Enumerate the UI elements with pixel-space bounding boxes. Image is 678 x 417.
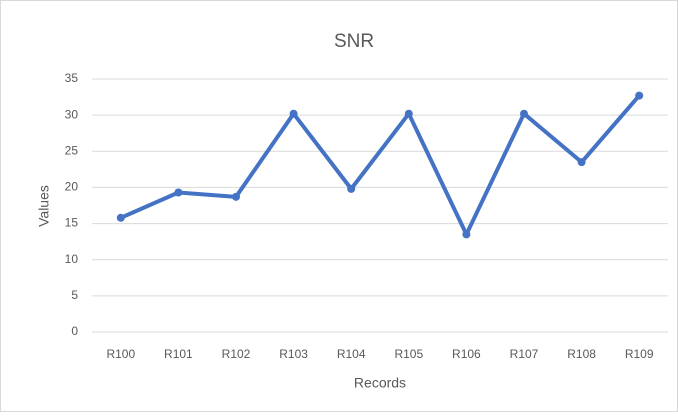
data-point <box>232 192 240 201</box>
x-tick-label: R105 <box>394 347 423 361</box>
x-tick-label: R103 <box>279 347 308 361</box>
data-point <box>116 213 125 222</box>
x-tick-label: R101 <box>164 347 193 361</box>
data-point <box>174 188 183 197</box>
y-axis-label: Values <box>36 185 52 227</box>
y-tick-label: 20 <box>65 180 79 194</box>
data-point <box>635 91 644 100</box>
y-tick-label: 15 <box>65 216 79 230</box>
x-axis-label: Records <box>354 375 406 391</box>
data-point <box>520 109 528 118</box>
data-point <box>347 184 356 193</box>
x-tick-label: R104 <box>337 347 366 361</box>
x-tick-label: R100 <box>106 347 135 361</box>
x-tick-label: R107 <box>510 347 539 361</box>
y-tick-label: 30 <box>65 107 79 121</box>
chart-title: SNR <box>334 31 374 52</box>
x-tick-label: R109 <box>625 347 654 361</box>
y-tick-label: 0 <box>71 324 78 338</box>
data-point <box>577 158 586 167</box>
x-tick-label: R108 <box>567 347 596 361</box>
data-point <box>289 109 298 118</box>
y-tick-label: 10 <box>65 252 79 266</box>
series-line <box>119 94 641 237</box>
data-point <box>404 109 413 118</box>
x-tick-label: R102 <box>222 347 251 361</box>
x-tick-label: R106 <box>452 347 481 361</box>
data-point <box>462 230 471 239</box>
y-tick-label: 35 <box>65 71 79 85</box>
y-tick-label: 25 <box>65 143 79 157</box>
y-tick-label: 5 <box>71 288 78 302</box>
